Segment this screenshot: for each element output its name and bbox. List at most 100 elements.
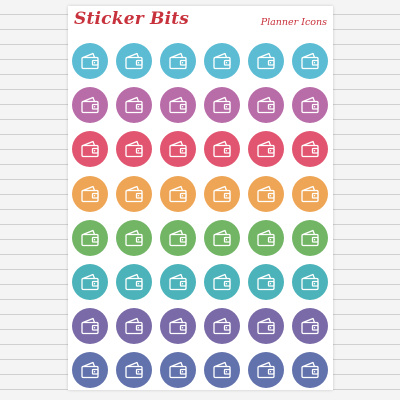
wallet-sticker[interactable] — [116, 219, 152, 256]
wallet-sticker[interactable] — [160, 219, 196, 256]
wallet-sticker[interactable] — [204, 43, 240, 79]
sticker-sheet: Sticker Bits Planner Icons — [68, 6, 333, 390]
wallet-sticker[interactable] — [116, 308, 152, 345]
wallet-icon — [212, 96, 232, 114]
wallet-sticker[interactable] — [204, 87, 240, 124]
wallet-icon — [124, 317, 144, 335]
wallet-icon — [124, 96, 144, 114]
wallet-sticker[interactable] — [72, 308, 108, 345]
wallet-icon — [168, 52, 188, 70]
sticker-grid — [72, 43, 328, 389]
wallet-icon — [80, 229, 100, 247]
wallet-icon — [256, 317, 276, 335]
wallet-icon — [212, 361, 232, 379]
wallet-sticker[interactable] — [204, 175, 240, 212]
wallet-sticker[interactable] — [204, 352, 240, 389]
wallet-icon — [300, 229, 320, 247]
wallet-icon — [168, 317, 188, 335]
wallet-sticker[interactable] — [248, 352, 284, 389]
wallet-icon — [124, 52, 144, 70]
wallet-sticker[interactable] — [248, 131, 284, 168]
wallet-sticker[interactable] — [116, 87, 152, 124]
wallet-sticker[interactable] — [160, 352, 196, 389]
wallet-icon — [212, 140, 232, 158]
wallet-icon — [124, 229, 144, 247]
wallet-icon — [300, 96, 320, 114]
wallet-sticker[interactable] — [248, 175, 284, 212]
wallet-icon — [80, 96, 100, 114]
wallet-icon — [124, 185, 144, 203]
wallet-sticker[interactable] — [160, 131, 196, 168]
wallet-icon — [80, 273, 100, 291]
wallet-icon — [256, 96, 276, 114]
wallet-icon — [300, 361, 320, 379]
wallet-sticker[interactable] — [292, 87, 328, 124]
wallet-sticker[interactable] — [248, 308, 284, 345]
wallet-icon — [124, 361, 144, 379]
wallet-sticker[interactable] — [204, 308, 240, 345]
wallet-icon — [212, 185, 232, 203]
wallet-sticker[interactable] — [160, 263, 196, 300]
wallet-sticker[interactable] — [116, 43, 152, 79]
wallet-icon — [168, 229, 188, 247]
wallet-icon — [256, 52, 276, 70]
wallet-icon — [80, 140, 100, 158]
wallet-icon — [256, 140, 276, 158]
wallet-sticker[interactable] — [248, 263, 284, 300]
wallet-sticker[interactable] — [116, 263, 152, 300]
wallet-icon — [300, 185, 320, 203]
wallet-sticker[interactable] — [248, 43, 284, 79]
wallet-icon — [168, 185, 188, 203]
wallet-icon — [212, 52, 232, 70]
wallet-sticker[interactable] — [72, 352, 108, 389]
wallet-icon — [300, 317, 320, 335]
wallet-icon — [80, 185, 100, 203]
wallet-sticker[interactable] — [248, 219, 284, 256]
wallet-sticker[interactable] — [204, 131, 240, 168]
wallet-icon — [256, 361, 276, 379]
wallet-sticker[interactable] — [160, 87, 196, 124]
wallet-sticker[interactable] — [72, 175, 108, 212]
wallet-icon — [212, 317, 232, 335]
sheet-subtitle: Planner Icons — [260, 17, 327, 28]
wallet-sticker[interactable] — [116, 352, 152, 389]
wallet-icon — [256, 229, 276, 247]
wallet-icon — [124, 140, 144, 158]
wallet-sticker[interactable] — [72, 219, 108, 256]
wallet-sticker[interactable] — [72, 87, 108, 124]
wallet-sticker[interactable] — [292, 219, 328, 256]
wallet-icon — [168, 140, 188, 158]
wallet-sticker[interactable] — [72, 43, 108, 79]
wallet-icon — [300, 52, 320, 70]
wallet-sticker[interactable] — [292, 352, 328, 389]
wallet-sticker[interactable] — [204, 219, 240, 256]
wallet-sticker[interactable] — [248, 87, 284, 124]
wallet-sticker[interactable] — [204, 263, 240, 300]
wallet-sticker[interactable] — [72, 131, 108, 168]
wallet-icon — [168, 96, 188, 114]
wallet-icon — [300, 273, 320, 291]
wallet-icon — [80, 361, 100, 379]
wallet-sticker[interactable] — [292, 131, 328, 168]
wallet-icon — [212, 229, 232, 247]
wallet-sticker[interactable] — [292, 43, 328, 79]
wallet-icon — [124, 273, 144, 291]
wallet-sticker[interactable] — [116, 175, 152, 212]
wallet-icon — [256, 185, 276, 203]
wallet-sticker[interactable] — [72, 263, 108, 300]
wallet-icon — [80, 52, 100, 70]
wallet-icon — [80, 317, 100, 335]
wallet-sticker[interactable] — [292, 263, 328, 300]
wallet-sticker[interactable] — [292, 308, 328, 345]
wallet-sticker[interactable] — [160, 308, 196, 345]
wallet-icon — [168, 273, 188, 291]
wallet-sticker[interactable] — [160, 175, 196, 212]
brand-logo: Sticker Bits — [74, 9, 190, 29]
wallet-sticker[interactable] — [116, 131, 152, 168]
wallet-icon — [256, 273, 276, 291]
wallet-icon — [300, 140, 320, 158]
wallet-icon — [212, 273, 232, 291]
wallet-sticker[interactable] — [292, 175, 328, 212]
wallet-icon — [168, 361, 188, 379]
wallet-sticker[interactable] — [160, 43, 196, 79]
